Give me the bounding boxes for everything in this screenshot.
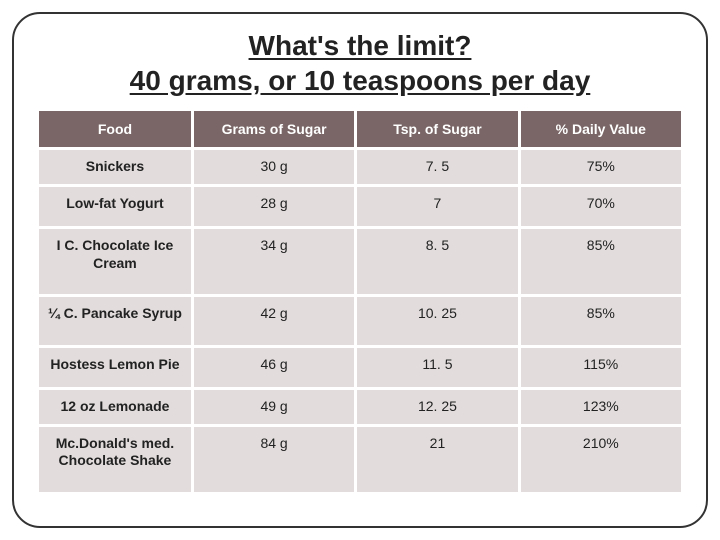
cell-dv: 85% (521, 297, 681, 345)
title-line-2: 40 grams, or 10 teaspoons per day (130, 65, 591, 96)
col-grams: Grams of Sugar (194, 111, 354, 147)
cell-food: 12 oz Lemonade (39, 390, 191, 424)
cell-grams: 30 g (194, 150, 354, 184)
cell-food: ¼ C. Pancake Syrup (39, 297, 191, 345)
cell-grams: 28 g (194, 187, 354, 227)
col-food: Food (39, 111, 191, 147)
cell-dv: 70% (521, 187, 681, 227)
table-row: I C. Chocolate Ice Cream34 g8. 585% (39, 229, 681, 294)
title-line-1: What's the limit? (249, 30, 472, 61)
cell-grams: 46 g (194, 348, 354, 388)
cell-food: Snickers (39, 150, 191, 184)
table-row: Mc.Donald's med. Chocolate Shake84 g2121… (39, 427, 681, 492)
cell-tsp: 10. 25 (357, 297, 517, 345)
cell-food: I C. Chocolate Ice Cream (39, 229, 191, 294)
cell-dv: 123% (521, 390, 681, 424)
table-row: 12 oz Lemonade49 g12. 25123% (39, 390, 681, 424)
cell-grams: 34 g (194, 229, 354, 294)
col-dv: % Daily Value (521, 111, 681, 147)
table-row: Snickers30 g7. 575% (39, 150, 681, 184)
cell-food: Hostess Lemon Pie (39, 348, 191, 388)
table-row: Hostess Lemon Pie46 g11. 5115% (39, 348, 681, 388)
sugar-table: Food Grams of Sugar Tsp. of Sugar % Dail… (36, 108, 684, 495)
cell-grams: 49 g (194, 390, 354, 424)
cell-tsp: 21 (357, 427, 517, 492)
cell-dv: 115% (521, 348, 681, 388)
cell-tsp: 7 (357, 187, 517, 227)
cell-dv: 210% (521, 427, 681, 492)
cell-food: Low-fat Yogurt (39, 187, 191, 227)
cell-grams: 42 g (194, 297, 354, 345)
cell-grams: 84 g (194, 427, 354, 492)
cell-tsp: 7. 5 (357, 150, 517, 184)
cell-dv: 75% (521, 150, 681, 184)
table-row: Low-fat Yogurt28 g770% (39, 187, 681, 227)
table-body: Snickers30 g7. 575%Low-fat Yogurt28 g770… (39, 150, 681, 492)
table-header-row: Food Grams of Sugar Tsp. of Sugar % Dail… (39, 111, 681, 147)
col-tsp: Tsp. of Sugar (357, 111, 517, 147)
cell-tsp: 8. 5 (357, 229, 517, 294)
cell-food: Mc.Donald's med. Chocolate Shake (39, 427, 191, 492)
cell-tsp: 12. 25 (357, 390, 517, 424)
table-row: ¼ C. Pancake Syrup42 g10. 2585% (39, 297, 681, 345)
cell-dv: 85% (521, 229, 681, 294)
slide-title: What's the limit? 40 grams, or 10 teaspo… (36, 28, 684, 98)
slide-frame: What's the limit? 40 grams, or 10 teaspo… (12, 12, 708, 528)
cell-tsp: 11. 5 (357, 348, 517, 388)
